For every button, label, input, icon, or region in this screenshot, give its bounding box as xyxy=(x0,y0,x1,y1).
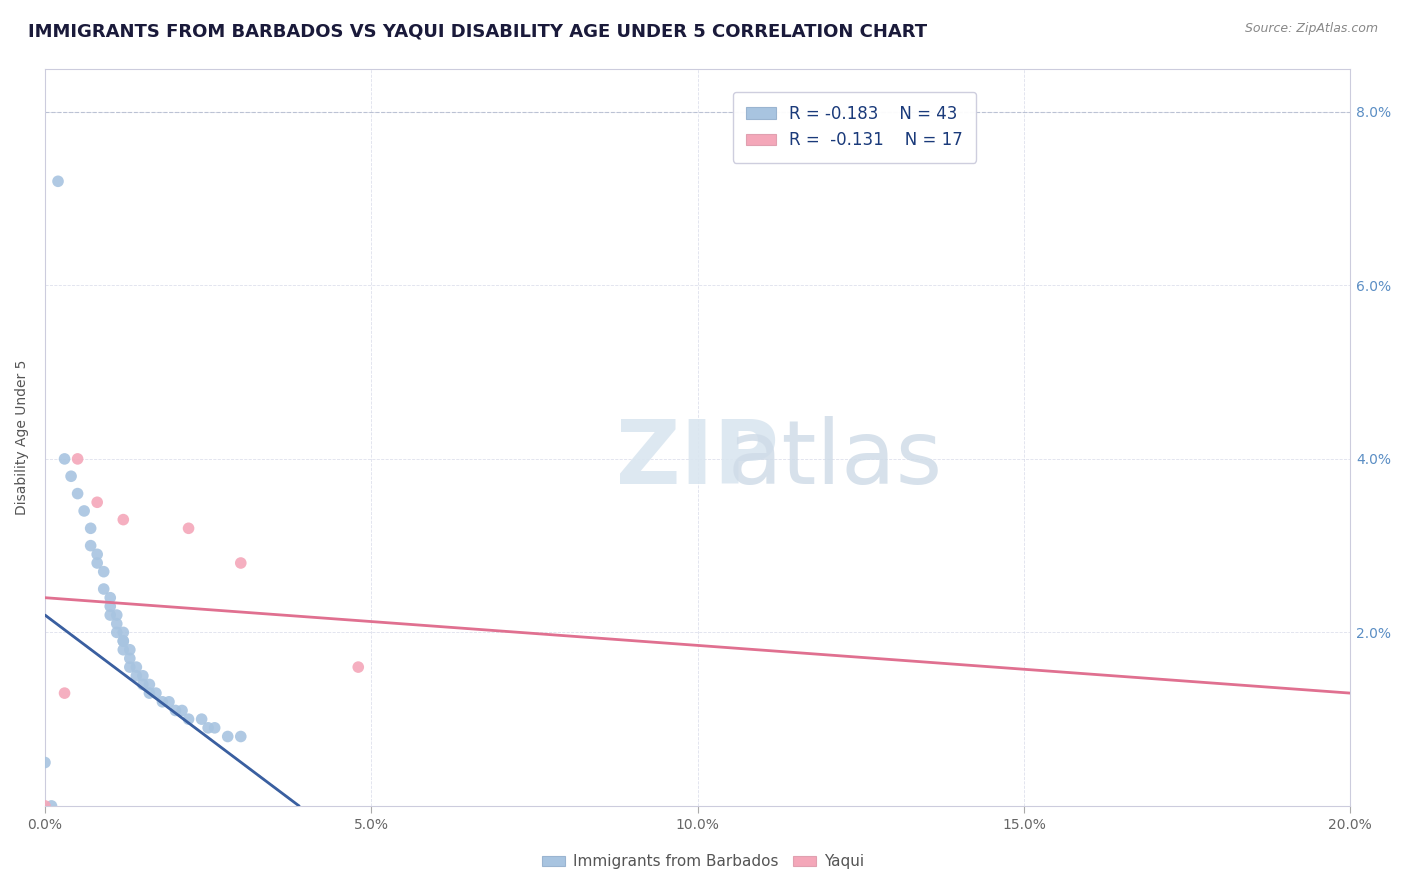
Point xyxy=(41,798,63,813)
Text: ZIP: ZIP xyxy=(616,416,779,503)
Point xyxy=(190,712,212,726)
Point xyxy=(86,556,108,570)
Point xyxy=(105,608,128,623)
Point xyxy=(132,669,155,683)
Point xyxy=(86,547,108,561)
Point xyxy=(34,798,56,813)
Point xyxy=(347,660,370,674)
Y-axis label: Disability Age Under 5: Disability Age Under 5 xyxy=(15,359,30,515)
Point xyxy=(60,469,83,483)
Point xyxy=(197,721,219,735)
Point xyxy=(34,756,56,770)
Text: Source: ZipAtlas.com: Source: ZipAtlas.com xyxy=(1244,22,1378,36)
Point xyxy=(112,634,135,648)
Point xyxy=(98,599,121,614)
Point xyxy=(204,721,226,735)
Point xyxy=(105,625,128,640)
Point xyxy=(118,642,141,657)
Point xyxy=(177,712,200,726)
Point xyxy=(217,730,239,744)
Point xyxy=(112,634,135,648)
Point xyxy=(132,677,155,691)
Point xyxy=(118,651,141,665)
Point xyxy=(105,616,128,631)
Text: atlas: atlas xyxy=(727,416,942,503)
Point xyxy=(93,582,115,596)
Point xyxy=(79,521,101,535)
Point xyxy=(145,686,167,700)
Point xyxy=(165,703,187,717)
Point xyxy=(112,513,135,527)
Point xyxy=(98,608,121,623)
Point xyxy=(170,703,193,717)
Point xyxy=(86,495,108,509)
Point xyxy=(177,521,200,535)
Point xyxy=(98,591,121,605)
Point xyxy=(138,686,160,700)
Point xyxy=(112,642,135,657)
Point xyxy=(229,556,252,570)
Point xyxy=(125,669,148,683)
Point xyxy=(118,660,141,674)
Point xyxy=(53,451,76,466)
Point xyxy=(157,695,180,709)
Legend: Immigrants from Barbados, Yaqui: Immigrants from Barbados, Yaqui xyxy=(536,848,870,875)
Text: IMMIGRANTS FROM BARBADOS VS YAQUI DISABILITY AGE UNDER 5 CORRELATION CHART: IMMIGRANTS FROM BARBADOS VS YAQUI DISABI… xyxy=(28,22,927,40)
Point xyxy=(229,730,252,744)
Point xyxy=(112,625,135,640)
Point xyxy=(152,695,174,709)
Point xyxy=(46,174,69,188)
Point xyxy=(66,451,89,466)
Legend: R = -0.183    N = 43, R =  -0.131    N = 17: R = -0.183 N = 43, R = -0.131 N = 17 xyxy=(733,92,977,162)
Point xyxy=(125,660,148,674)
Point xyxy=(73,504,96,518)
Point xyxy=(138,677,160,691)
Point xyxy=(53,686,76,700)
Point xyxy=(93,565,115,579)
Point xyxy=(79,539,101,553)
Point xyxy=(66,486,89,500)
